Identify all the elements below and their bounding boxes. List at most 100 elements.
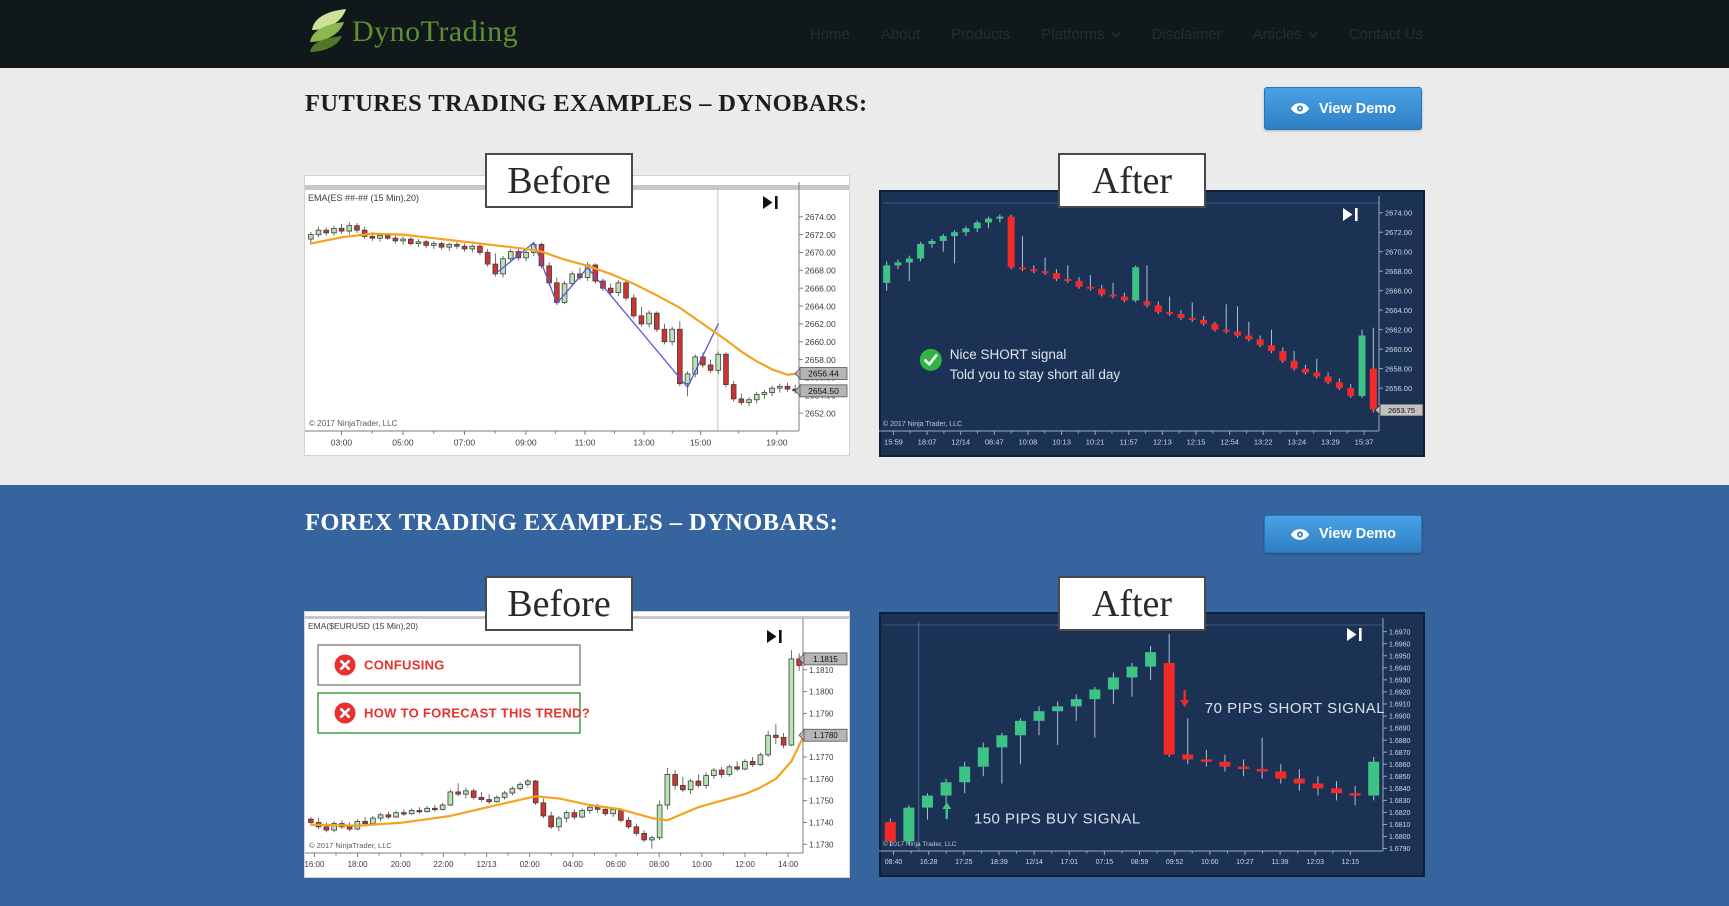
forex-after-chart: 1.6970 1.6960 1.6950 1.6940 1.6930 1.6920 1.69…: [879, 612, 1425, 877]
svg-text:150 PIPS BUY SIGNAL: 150 PIPS BUY SIGNAL: [974, 811, 1141, 828]
svg-text:© 2017 Ninja Trader, LLC: © 2017 Ninja Trader, LLC: [883, 840, 957, 848]
svg-text:1.1780: 1.1780: [813, 731, 838, 740]
svg-text:2668.00: 2668.00: [805, 266, 836, 276]
svg-text:1.1800: 1.1800: [809, 688, 834, 697]
svg-text:07:00: 07:00: [454, 438, 476, 448]
svg-text:1.6840: 1.6840: [1389, 786, 1411, 793]
svg-text:07:15: 07:15: [1096, 859, 1114, 866]
svg-text:1.6810: 1.6810: [1389, 822, 1411, 829]
svg-text:19:00: 19:00: [766, 438, 788, 448]
forex-before-chart-image: 1.1810 1.1800 1.1790 1.1780 1.1770 1.1760 1.17…: [305, 612, 849, 877]
svg-text:18:07: 18:07: [918, 438, 937, 447]
nav-item-about[interactable]: About: [880, 25, 921, 43]
svg-text:08:59: 08:59: [1131, 859, 1149, 866]
svg-text:15:00: 15:00: [690, 438, 712, 448]
svg-text:1.6960: 1.6960: [1389, 641, 1411, 648]
svg-text:1.6830: 1.6830: [1389, 798, 1411, 805]
svg-text:EMA(ES ##-## (15 Min),20): EMA(ES ##-## (15 Min),20): [308, 193, 419, 203]
before-label-forex: Before: [485, 576, 633, 631]
svg-text:12:15: 12:15: [1342, 859, 1360, 866]
svg-text:18:00: 18:00: [348, 860, 369, 869]
svg-text:2660.00: 2660.00: [805, 337, 836, 347]
svg-text:15:37: 15:37: [1355, 438, 1374, 447]
brand-name: DynoTrading: [352, 15, 519, 48]
futures-after-chart-image: 2674.00 2672.00 2670.00 2668.00 2666.00 2664.…: [879, 190, 1425, 457]
svg-text:1.6910: 1.6910: [1389, 702, 1411, 709]
svg-text:CONFUSING: CONFUSING: [364, 658, 445, 673]
svg-text:17:01: 17:01: [1060, 859, 1078, 866]
nav-item-platforms[interactable]: Platforms: [1041, 26, 1121, 43]
svg-text:1.6890: 1.6890: [1389, 726, 1411, 733]
eye-icon: [1290, 528, 1310, 540]
svg-text:© 2017 NinjaTrader, LLC: © 2017 NinjaTrader, LLC: [309, 841, 392, 850]
arrow-up-icon: [942, 802, 952, 820]
svg-text:1.6800: 1.6800: [1389, 834, 1411, 841]
svg-text:Told you to stay short all day: Told you to stay short all day: [950, 367, 1121, 382]
forex-after-chart-image: 1.6970 1.6960 1.6950 1.6940 1.6930 1.6920 1.69…: [879, 612, 1425, 877]
nav-item-home[interactable]: Home: [809, 25, 850, 43]
futures-before-chart: 2674.00 2672.00 2670.00 2668.00 2666.00 2664.…: [305, 176, 849, 455]
after-label-futures: After: [1058, 153, 1206, 208]
view-demo-button-futures[interactable]: View Demo: [1264, 87, 1422, 130]
svg-text:HOW TO FORECAST THIS TREND?: HOW TO FORECAST THIS TREND?: [364, 706, 590, 721]
svg-text:2674.00: 2674.00: [805, 212, 836, 222]
svg-text:12/14: 12/14: [1025, 859, 1043, 866]
svg-text:1.6930: 1.6930: [1389, 678, 1411, 685]
svg-text:22:00: 22:00: [433, 860, 454, 869]
play-icon: [763, 196, 778, 209]
nav-item-products[interactable]: Products: [951, 25, 1011, 43]
brand-logo[interactable]: DynoTrading: [303, 7, 518, 57]
svg-text:2653.75: 2653.75: [1388, 406, 1415, 415]
svg-text:12/14: 12/14: [951, 438, 970, 447]
svg-text:09:00: 09:00: [515, 438, 537, 448]
nav-menu: Home About Products Platforms Disclaimer…: [810, 0, 1423, 68]
svg-text:13:00: 13:00: [633, 438, 655, 448]
svg-text:12:03: 12:03: [1306, 859, 1324, 866]
svg-text:10:27: 10:27: [1236, 859, 1254, 866]
play-icon: [1343, 208, 1358, 221]
chevron-down-icon: [1110, 30, 1121, 38]
svg-text:05:00: 05:00: [392, 438, 414, 448]
svg-text:10:13: 10:13: [1052, 438, 1071, 447]
svg-text:20:00: 20:00: [391, 860, 412, 869]
futures-section: FUTURES TRADING EXAMPLES – DYNOBARS: Vie…: [0, 68, 1729, 485]
nav-item-contact-us[interactable]: Contact Us: [1348, 25, 1423, 43]
svg-text:13:22: 13:22: [1254, 438, 1273, 447]
svg-text:1.6870: 1.6870: [1389, 750, 1411, 757]
forex-section: FOREX TRADING EXAMPLES – DYNOBARS: View …: [0, 485, 1729, 906]
svg-text:1.1730: 1.1730: [809, 840, 834, 849]
svg-text:1.1810: 1.1810: [809, 666, 834, 675]
svg-text:2672.00: 2672.00: [1385, 228, 1412, 237]
top-nav: DynoTrading Home About Products Platform…: [0, 0, 1729, 68]
play-icon: [767, 630, 782, 643]
svg-text:2662.00: 2662.00: [805, 319, 836, 329]
nav-item-disclaimer[interactable]: Disclaimer: [1151, 25, 1222, 43]
svg-text:10:00: 10:00: [1201, 859, 1219, 866]
play-icon: [1347, 628, 1362, 641]
leaf-logo-icon: [310, 9, 346, 52]
x-icon: [334, 654, 356, 676]
eye-icon: [1290, 103, 1310, 114]
svg-text:16:00: 16:00: [305, 860, 325, 869]
svg-text:1.6920: 1.6920: [1389, 690, 1411, 697]
after-label-forex: After: [1058, 576, 1206, 631]
nav-item-articles[interactable]: Articles: [1253, 26, 1318, 43]
svg-text:12:13: 12:13: [1153, 438, 1172, 447]
svg-text:11:57: 11:57: [1120, 438, 1138, 447]
svg-text:1.6970: 1.6970: [1389, 629, 1411, 636]
check-icon: [919, 348, 942, 371]
svg-text:16:28: 16:28: [920, 859, 938, 866]
svg-text:70 PIPS SHORT SIGNAL: 70 PIPS SHORT SIGNAL: [1205, 700, 1385, 717]
before-label-futures: Before: [485, 153, 633, 208]
view-demo-button-forex[interactable]: View Demo: [1264, 515, 1422, 553]
svg-text:1.6940: 1.6940: [1389, 665, 1411, 672]
svg-text:2656.44: 2656.44: [808, 369, 839, 379]
svg-text:2656.00: 2656.00: [1385, 384, 1412, 393]
svg-text:10:08: 10:08: [1019, 438, 1038, 447]
svg-text:10:21: 10:21: [1086, 438, 1105, 447]
svg-text:2668.00: 2668.00: [1385, 267, 1412, 276]
svg-text:1.6880: 1.6880: [1389, 738, 1411, 745]
svg-text:17:25: 17:25: [955, 859, 973, 866]
svg-text:2658.00: 2658.00: [805, 355, 836, 365]
svg-text:1.1760: 1.1760: [809, 775, 834, 784]
